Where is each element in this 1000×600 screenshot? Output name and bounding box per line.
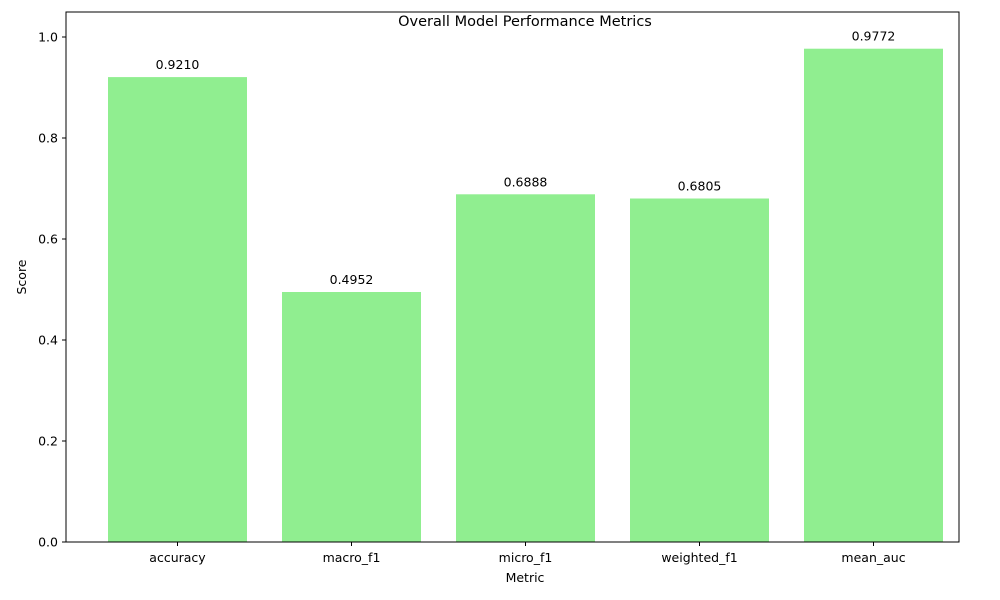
data-label-macro-f1: 0.4952 xyxy=(330,272,374,287)
x-tick-label: mean_auc xyxy=(841,550,905,565)
data-label-weighted-f1: 0.6805 xyxy=(678,179,722,194)
bar-accuracy xyxy=(108,77,247,542)
data-labels-layer: 0.9210 0.4952 0.6888 0.6805 0.9772 xyxy=(156,29,896,287)
x-axis-label: Metric xyxy=(506,570,545,585)
y-tick-label: 0.6 xyxy=(38,232,58,247)
bar-macro-f1 xyxy=(282,292,421,542)
bar-weighted-f1 xyxy=(630,198,769,542)
bars-layer xyxy=(108,48,943,543)
x-tick-label: macro_f1 xyxy=(323,550,381,565)
y-tick-label: 1.0 xyxy=(38,30,58,45)
bar-micro-f1 xyxy=(456,194,595,543)
y-tick-label: 0.2 xyxy=(38,434,58,449)
y-tick-label: 0.8 xyxy=(38,131,58,146)
bar-mean-auc xyxy=(804,48,943,542)
y-tick-label: 0.4 xyxy=(38,333,58,348)
x-tick-label: weighted_f1 xyxy=(661,550,737,565)
x-tick-label: micro_f1 xyxy=(499,550,553,565)
data-label-accuracy: 0.9210 xyxy=(156,57,200,72)
y-tick-label: 0.0 xyxy=(38,535,58,550)
x-tick-label: accuracy xyxy=(149,550,206,565)
plot-frame xyxy=(65,11,960,543)
y-axis-label: Score xyxy=(14,259,29,294)
y-axis-ticks: 0.0 0.2 0.4 0.6 0.8 1.0 xyxy=(38,30,66,550)
chart-title: Overall Model Performance Metrics xyxy=(398,14,652,30)
x-axis-ticks: accuracy macro_f1 micro_f1 weighted_f1 mean_… xyxy=(149,542,906,565)
data-label-mean-auc: 0.9772 xyxy=(852,29,896,44)
data-label-micro-f1: 0.6888 xyxy=(504,174,548,189)
